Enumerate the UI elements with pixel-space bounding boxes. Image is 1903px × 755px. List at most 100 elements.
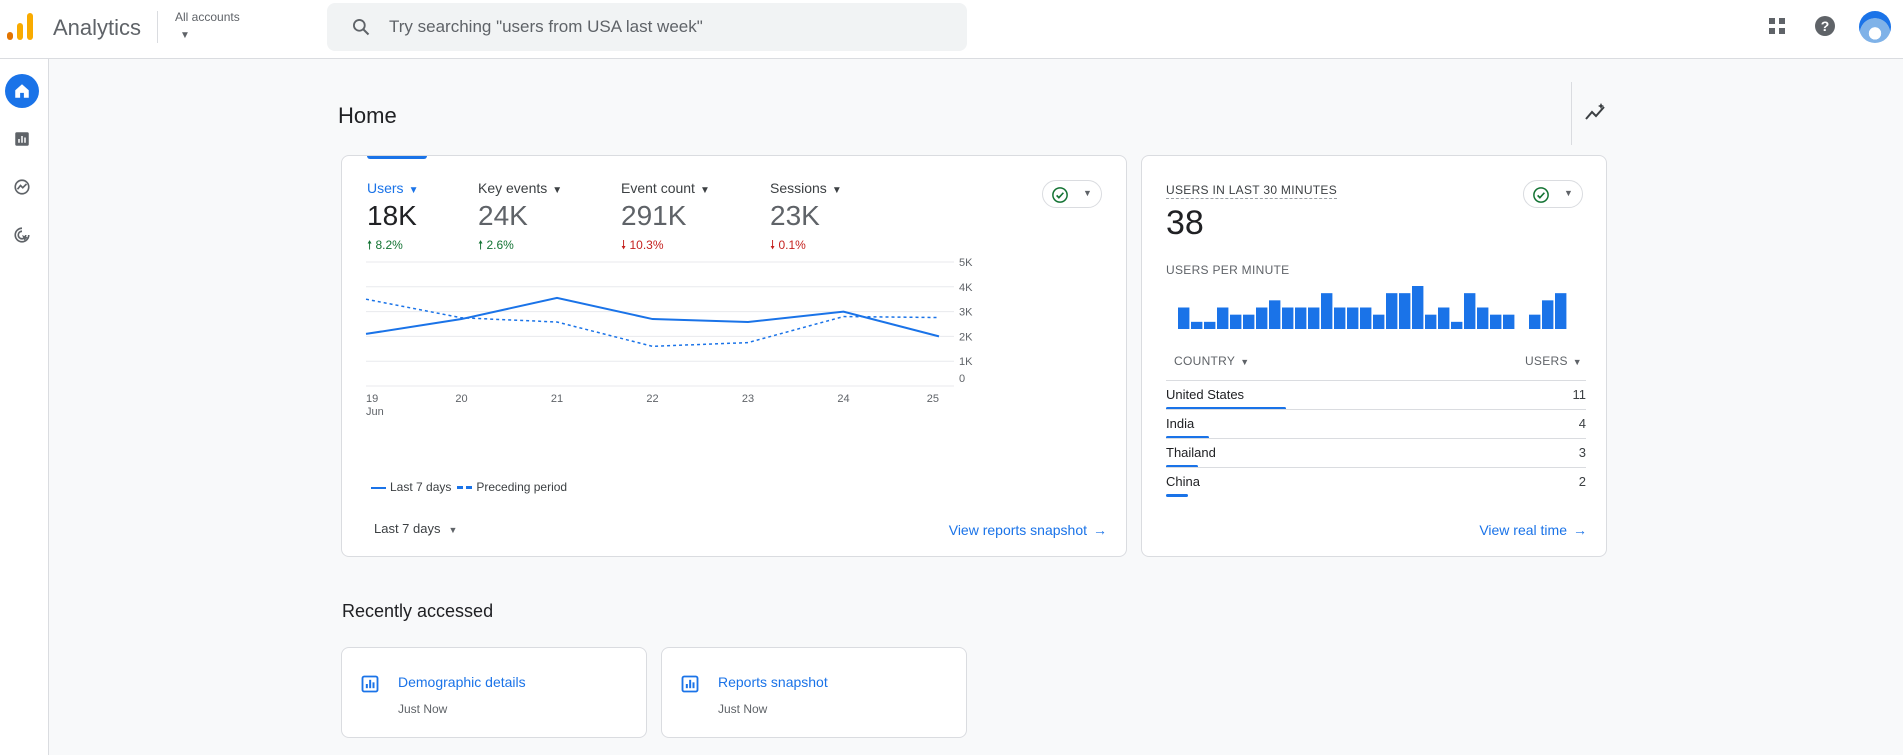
arrow-right-icon: →	[1573, 522, 1587, 538]
minute-bar[interactable]	[1477, 308, 1488, 330]
selected-tab-indicator	[367, 156, 427, 159]
nav-explore[interactable]	[5, 170, 39, 204]
avatar[interactable]	[1859, 11, 1891, 43]
minute-bar[interactable]	[1269, 300, 1280, 329]
minute-bar[interactable]	[1308, 308, 1319, 330]
minute-bar[interactable]	[1347, 308, 1358, 330]
minute-bar[interactable]	[1321, 293, 1332, 329]
metric-label: Users	[367, 180, 404, 196]
minute-bar[interactable]	[1529, 315, 1540, 329]
apps-grid-icon[interactable]	[1765, 14, 1789, 38]
table-row[interactable]: India 4	[1166, 409, 1586, 438]
overview-card: Users ▼ 18K 🠕 8.2% Key events ▼ 24K 🠕 2.6%…	[341, 155, 1127, 557]
recently-accessed-title: Recently accessed	[342, 601, 493, 622]
metric-tab-sessions[interactable]: Sessions ▼ 23K 🠗 0.1%	[770, 180, 842, 257]
minute-bar[interactable]	[1464, 293, 1475, 329]
chevron-down-icon: ▼	[1573, 357, 1582, 367]
recent-item-demographic-details[interactable]: Demographic details Just Now	[341, 647, 647, 738]
insights-icon[interactable]	[1583, 101, 1607, 125]
chevron-down-icon: ▼	[449, 525, 458, 535]
account-selector[interactable]: All accounts	[175, 10, 240, 24]
metric-delta: 0.1%	[778, 238, 805, 252]
minute-bar[interactable]	[1295, 308, 1306, 330]
metric-delta: 8.2%	[375, 238, 402, 252]
country-users: 11	[1573, 387, 1587, 402]
divider	[157, 11, 158, 43]
recent-item-reports-snapshot[interactable]: Reports snapshot Just Now	[661, 647, 967, 738]
view-reports-snapshot-link[interactable]: View reports snapshot →	[949, 522, 1107, 538]
help-icon[interactable]: ?	[1813, 14, 1837, 38]
country-column-header[interactable]: COUNTRY ▼	[1174, 354, 1249, 368]
minute-bar[interactable]	[1178, 308, 1189, 330]
metric-delta: 10.3%	[629, 238, 663, 252]
chart-legend: Last 7 days Preceding period	[371, 480, 567, 494]
advertising-icon	[13, 226, 31, 244]
date-range-selector[interactable]: Last 7 days ▼	[374, 521, 457, 536]
minute-bar[interactable]	[1373, 315, 1384, 329]
metric-tab-users[interactable]: Users ▼ 18K 🠕 8.2%	[367, 180, 418, 257]
country-name: India	[1166, 416, 1194, 431]
table-row[interactable]: United States 11	[1166, 380, 1586, 409]
svg-text:?: ?	[1821, 18, 1830, 34]
minute-bar[interactable]	[1386, 293, 1397, 329]
minute-bar[interactable]	[1204, 322, 1215, 329]
metric-tab-event-count[interactable]: Event count ▼ 291K 🠗 10.3%	[621, 180, 710, 257]
minute-bar[interactable]	[1256, 308, 1267, 330]
country-name: United States	[1166, 387, 1244, 402]
minute-bar[interactable]	[1230, 315, 1241, 329]
metric-tab-key-events[interactable]: Key events ▼ 24K 🠕 2.6%	[478, 180, 562, 257]
reports-icon	[360, 674, 380, 694]
minute-bar[interactable]	[1542, 300, 1553, 329]
table-row[interactable]: China 2	[1166, 467, 1586, 496]
search-bar[interactable]	[327, 3, 967, 51]
search-input[interactable]	[389, 15, 949, 39]
metric-value: 24K	[478, 200, 562, 232]
users-column-header[interactable]: USERS ▼	[1525, 354, 1582, 368]
metric-label: Key events	[478, 180, 547, 196]
chevron-down-icon: ▼	[409, 185, 419, 196]
realtime-data-quality-button[interactable]: ▼	[1523, 180, 1583, 208]
minute-bar[interactable]	[1360, 308, 1371, 330]
minute-bar[interactable]	[1217, 308, 1228, 330]
minute-bar[interactable]	[1451, 322, 1462, 329]
check-circle-icon	[1051, 186, 1069, 204]
nav-reports[interactable]	[5, 122, 39, 156]
view-real-time-link[interactable]: View real time →	[1479, 522, 1587, 538]
metric-label: Sessions	[770, 180, 827, 196]
minute-bar[interactable]	[1555, 293, 1566, 329]
minute-bar[interactable]	[1243, 315, 1254, 329]
minute-bar[interactable]	[1282, 308, 1293, 330]
y-tick-label: 3K	[959, 307, 973, 319]
minute-bar[interactable]	[1412, 286, 1423, 329]
recent-item-title: Reports snapshot	[718, 674, 828, 690]
legend-swatch-dashed	[457, 486, 472, 489]
y-tick-label: 2K	[959, 331, 973, 343]
chevron-down-icon: ▼	[1564, 188, 1573, 198]
chevron-down-icon: ▼	[700, 185, 710, 196]
left-nav	[0, 59, 49, 755]
minute-bar[interactable]	[1191, 322, 1202, 329]
minute-bar[interactable]	[1438, 308, 1449, 330]
table-row[interactable]: Thailand 3	[1166, 438, 1586, 467]
realtime-title[interactable]: USERS IN LAST 30 MINUTES	[1166, 183, 1337, 199]
minute-bar[interactable]	[1425, 315, 1436, 329]
chevron-down-icon: ▼	[552, 185, 562, 196]
minute-bar[interactable]	[1399, 293, 1410, 329]
minute-bar[interactable]	[1334, 308, 1345, 330]
analytics-logo-icon[interactable]	[7, 12, 37, 40]
metric-label: Event count	[621, 180, 695, 196]
x-tick-sublabel: Jun	[366, 406, 384, 418]
y-tick-label: 5K	[959, 257, 973, 269]
y-tick-label: 1K	[959, 356, 973, 368]
minute-bar[interactable]	[1490, 315, 1501, 329]
nav-home[interactable]	[5, 74, 39, 108]
metric-value: 18K	[367, 200, 418, 232]
nav-advertising[interactable]	[5, 218, 39, 252]
account-chevron-down-icon[interactable]: ▼	[180, 30, 190, 41]
app-name: Analytics	[53, 15, 141, 41]
legend-label: Last 7 days	[390, 480, 451, 494]
minute-bar[interactable]	[1503, 315, 1514, 329]
x-tick-label: 24	[837, 393, 849, 405]
recent-item-time: Just Now	[398, 702, 447, 716]
data-quality-button[interactable]: ▼	[1042, 180, 1102, 208]
